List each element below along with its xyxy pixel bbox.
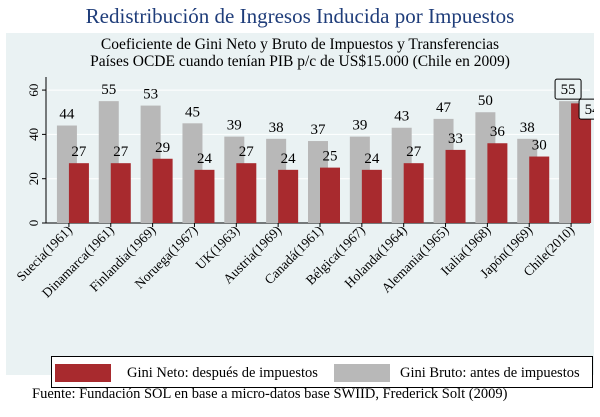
value-label-gross: 50 (478, 93, 493, 109)
value-label-net: 27 (113, 144, 129, 160)
y-tick-label: 0 (26, 220, 41, 227)
category-labels: Suecia(1961)Dinamarca(1961)Finlandia(196… (14, 223, 578, 301)
bar-net (571, 103, 592, 223)
legend-swatch-gross (334, 364, 390, 382)
bar-net (194, 169, 215, 223)
value-label-gross: 53 (143, 87, 158, 103)
value-label-gross: 44 (59, 107, 75, 123)
bar-chart: 0 20 40 60 44 27 55 27 53 29 45 24 39 27 38 24 37 25 39 24… (14, 77, 594, 301)
bar-net (278, 169, 299, 223)
value-label-gross: 55 (561, 82, 576, 98)
bar-net (68, 163, 89, 223)
chart-subtitle-line2: Países OCDE cuando tenían PIB p/c de US$… (90, 53, 510, 70)
bar-net (320, 167, 340, 223)
chart-subtitle-line1: Coeficiente de Gini Neto y Bruto de Impu… (100, 36, 500, 53)
value-label-net: 27 (239, 144, 255, 160)
value-label-net: 30 (532, 138, 547, 154)
value-label-gross: 39 (352, 118, 367, 134)
bar-net (403, 163, 424, 223)
value-labels: 44 27 55 27 53 29 45 24 39 27 38 24 37 25 39 24 43 27 47 33… (59, 78, 594, 167)
y-tick-label: 20 (26, 172, 41, 185)
legend-swatch-net (55, 364, 111, 382)
value-label-net: 24 (197, 151, 213, 167)
bar-net (487, 143, 508, 223)
value-label-net: 24 (281, 151, 297, 167)
value-label-gross: 39 (227, 118, 242, 134)
bar-net (361, 169, 382, 223)
value-label-net: 27 (406, 144, 422, 160)
bar-net (152, 158, 173, 223)
value-label-gross: 38 (269, 120, 284, 136)
chart-title: Redistribución de Ingresos Inducida por … (85, 4, 515, 28)
legend: Gini Neto: después de impuestos Gini Bru… (51, 356, 593, 388)
bars (56, 101, 592, 223)
value-label-box (578, 98, 594, 120)
value-label-net: 29 (155, 140, 170, 156)
chart-panel: Coeficiente de Gini Neto y Bruto de Impu… (6, 33, 594, 388)
bar-net (110, 163, 131, 223)
bar-net (445, 149, 466, 223)
legend-label-gross: Gini Bruto: antes de impuestos (400, 365, 580, 381)
y-tick-label: 40 (26, 128, 41, 141)
value-label-net: 25 (323, 149, 338, 165)
y-tick-label: 60 (26, 84, 41, 97)
bar-net (529, 156, 550, 223)
value-label-gross: 43 (394, 109, 409, 125)
value-label-gross: 55 (101, 82, 116, 98)
value-label-gross: 37 (311, 122, 327, 138)
category-label: Dinamarca(1961) (39, 223, 117, 301)
value-label-box (554, 78, 582, 100)
value-label-net: 33 (448, 131, 463, 147)
value-label-gross: 45 (185, 104, 200, 120)
bar-net (236, 163, 257, 223)
value-label-net: 54 (585, 102, 594, 118)
source-note: Fuente: Fundación SOL en base a micro-da… (32, 386, 508, 402)
value-label-net: 36 (490, 124, 506, 140)
legend-label-net: Gini Neto: después de impuestos (127, 365, 318, 381)
value-label-net: 27 (71, 144, 87, 160)
value-label-gross: 47 (436, 100, 452, 116)
value-label-gross: 38 (520, 120, 535, 136)
value-label-net: 24 (364, 151, 380, 167)
